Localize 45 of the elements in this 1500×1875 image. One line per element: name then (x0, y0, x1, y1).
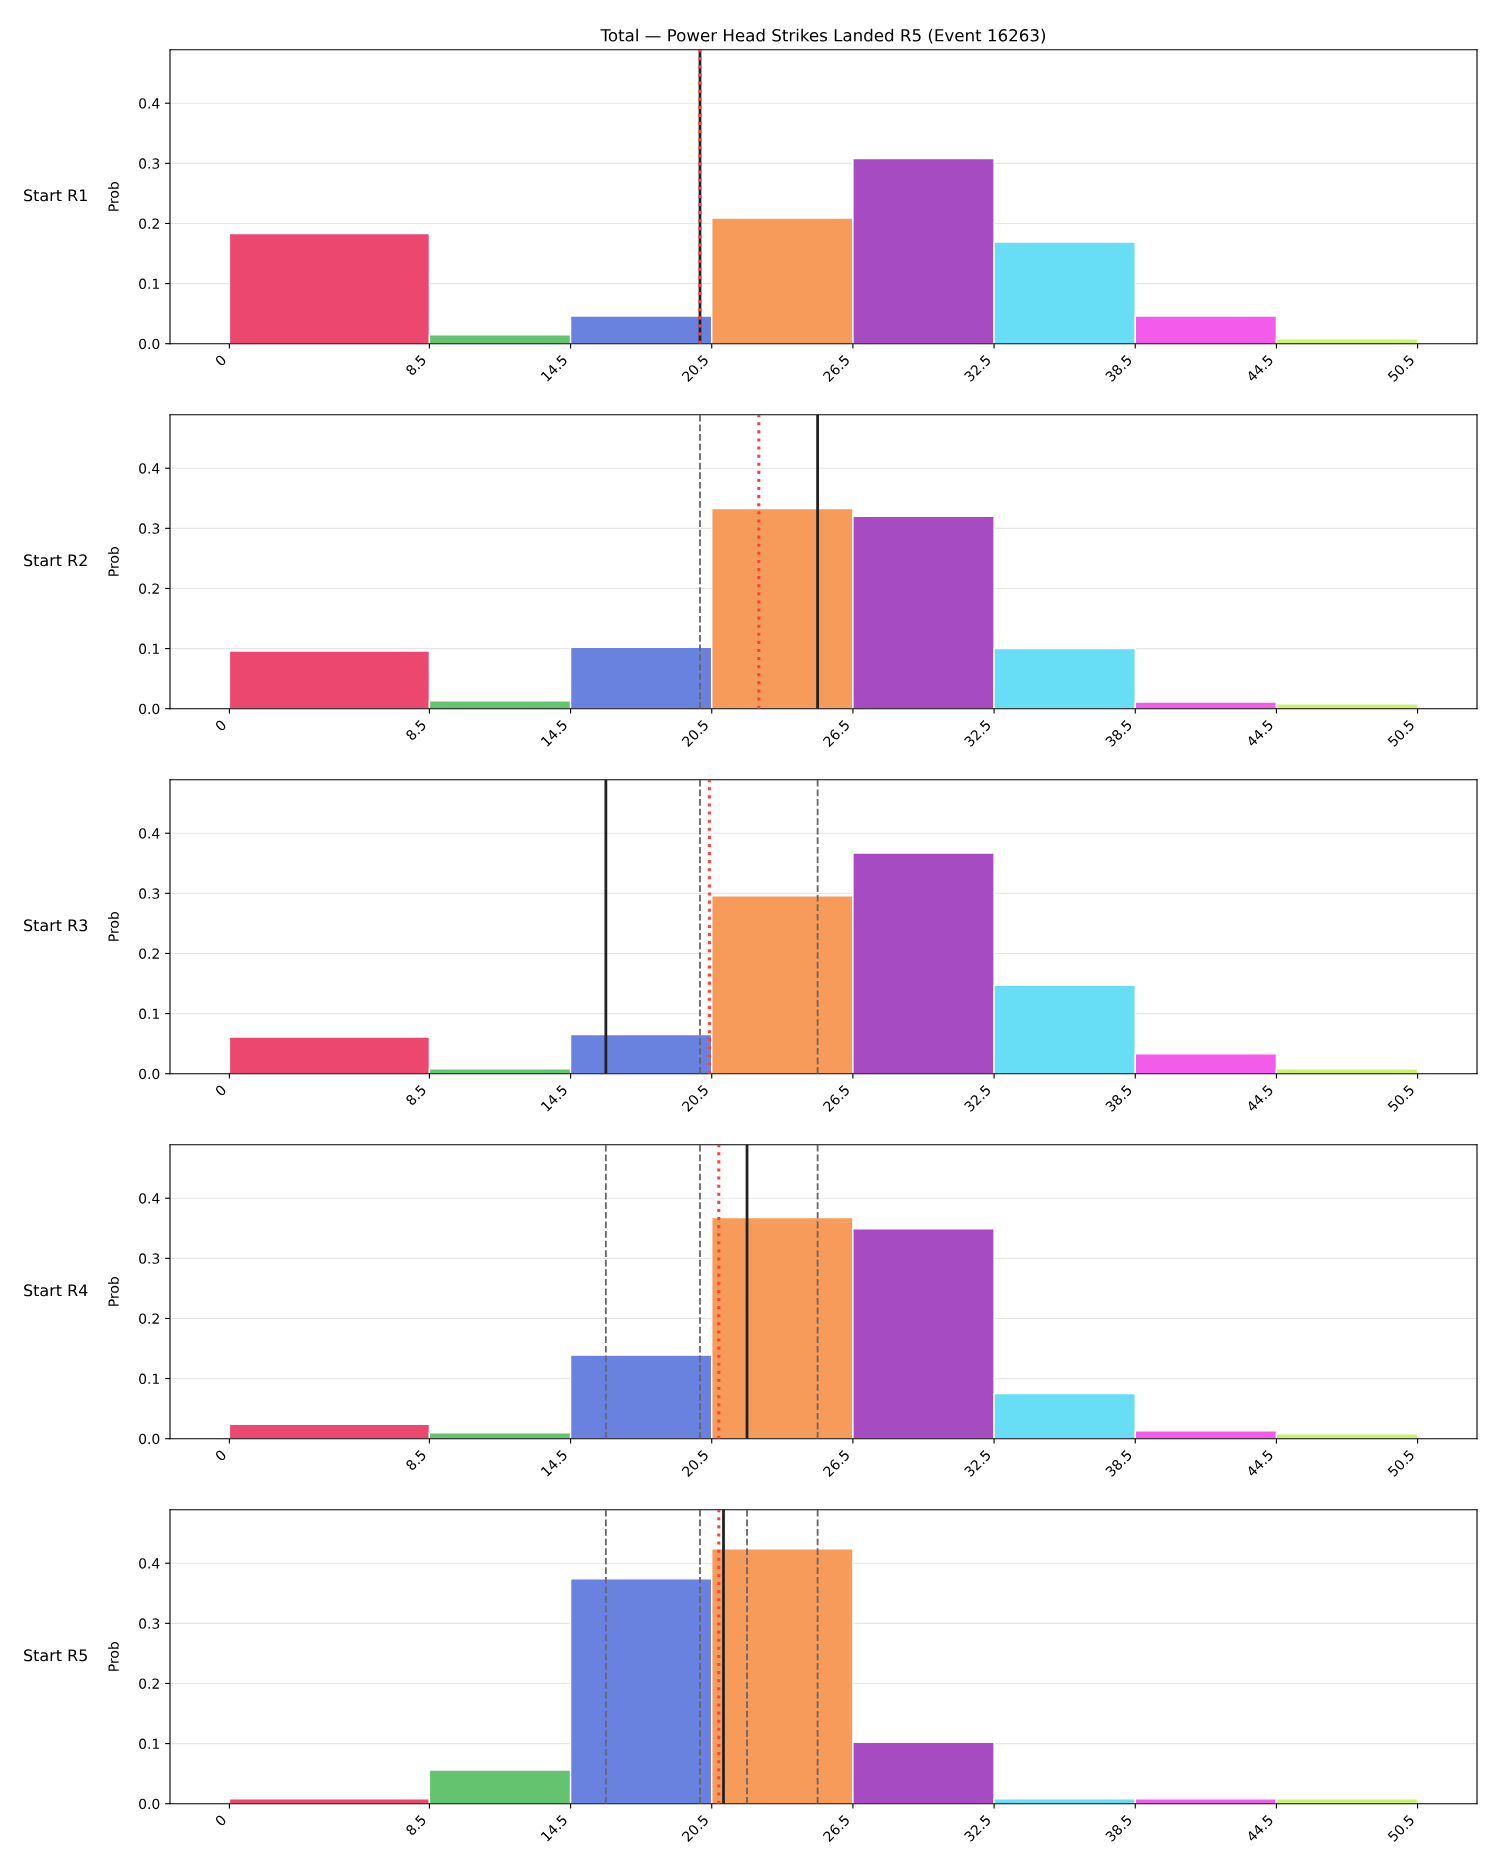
y-tick-label: 0.3 (139, 158, 160, 169)
y-tick-label: 0.0 (139, 1433, 160, 1445)
x-tick-label: 8.5 (405, 1814, 427, 1836)
y-tick-label: 0.3 (139, 1618, 160, 1629)
y-tick-label: 0.1 (139, 1373, 159, 1385)
x-tick-label: 0 (214, 1814, 227, 1827)
y-tick-label: 0.0 (139, 1068, 160, 1080)
x-tick-label: 0 (214, 1449, 227, 1462)
y-tick-label: 0.1 (139, 1738, 159, 1750)
x-tick-label: 8.5 (405, 1084, 427, 1106)
text: Start R2 (24, 554, 87, 567)
chart-title: Total — Power Head Strikes Landed R5 (Event 16263) (600, 28, 1046, 44)
y-tick-label: 0.4 (139, 1193, 160, 1204)
y-tick-label: 0.2 (139, 218, 159, 229)
y-tick-label: 0.3 (139, 1253, 160, 1264)
text: Start R1 (24, 189, 87, 202)
x-tick-label: 0 (214, 719, 227, 732)
y-tick-label: 0.2 (139, 1313, 159, 1324)
y-tick-label: 0.2 (139, 583, 159, 594)
y-tick-label: 0.0 (139, 1798, 160, 1810)
y-tick-label: 0.4 (139, 1558, 160, 1569)
y-tick-label: 0.4 (139, 463, 160, 474)
y-tick-label: 0.4 (139, 98, 160, 109)
x-tick-label: 8.5 (405, 354, 427, 376)
y-tick-label: 0.1 (139, 278, 159, 290)
y-axis-title: Prob (108, 547, 119, 576)
x-tick-label: 0 (214, 1084, 227, 1097)
x-tick-label: 8.5 (405, 1449, 427, 1471)
y-axis-title: Prob (108, 1277, 119, 1306)
text: Start R3 (24, 919, 88, 932)
y-tick-label: 0.2 (139, 1678, 159, 1689)
x-tick-label: 8.5 (405, 719, 427, 741)
y-tick-label: 0.2 (139, 948, 159, 959)
y-tick-label: 0.3 (139, 888, 160, 899)
text: Start R4 (24, 1284, 88, 1297)
x-tick-label: 0 (214, 354, 227, 367)
y-tick-label: 0.1 (139, 1008, 159, 1020)
y-tick-label: 0.0 (139, 703, 160, 715)
text: Start R5 (24, 1649, 87, 1662)
y-axis-title: Prob (108, 1642, 119, 1671)
y-tick-label: 0.3 (139, 523, 160, 534)
y-tick-label: 0.4 (139, 828, 160, 839)
y-tick-label: 0.1 (139, 643, 159, 655)
y-axis-title: Prob (108, 912, 119, 941)
y-axis-title: Prob (108, 182, 119, 211)
